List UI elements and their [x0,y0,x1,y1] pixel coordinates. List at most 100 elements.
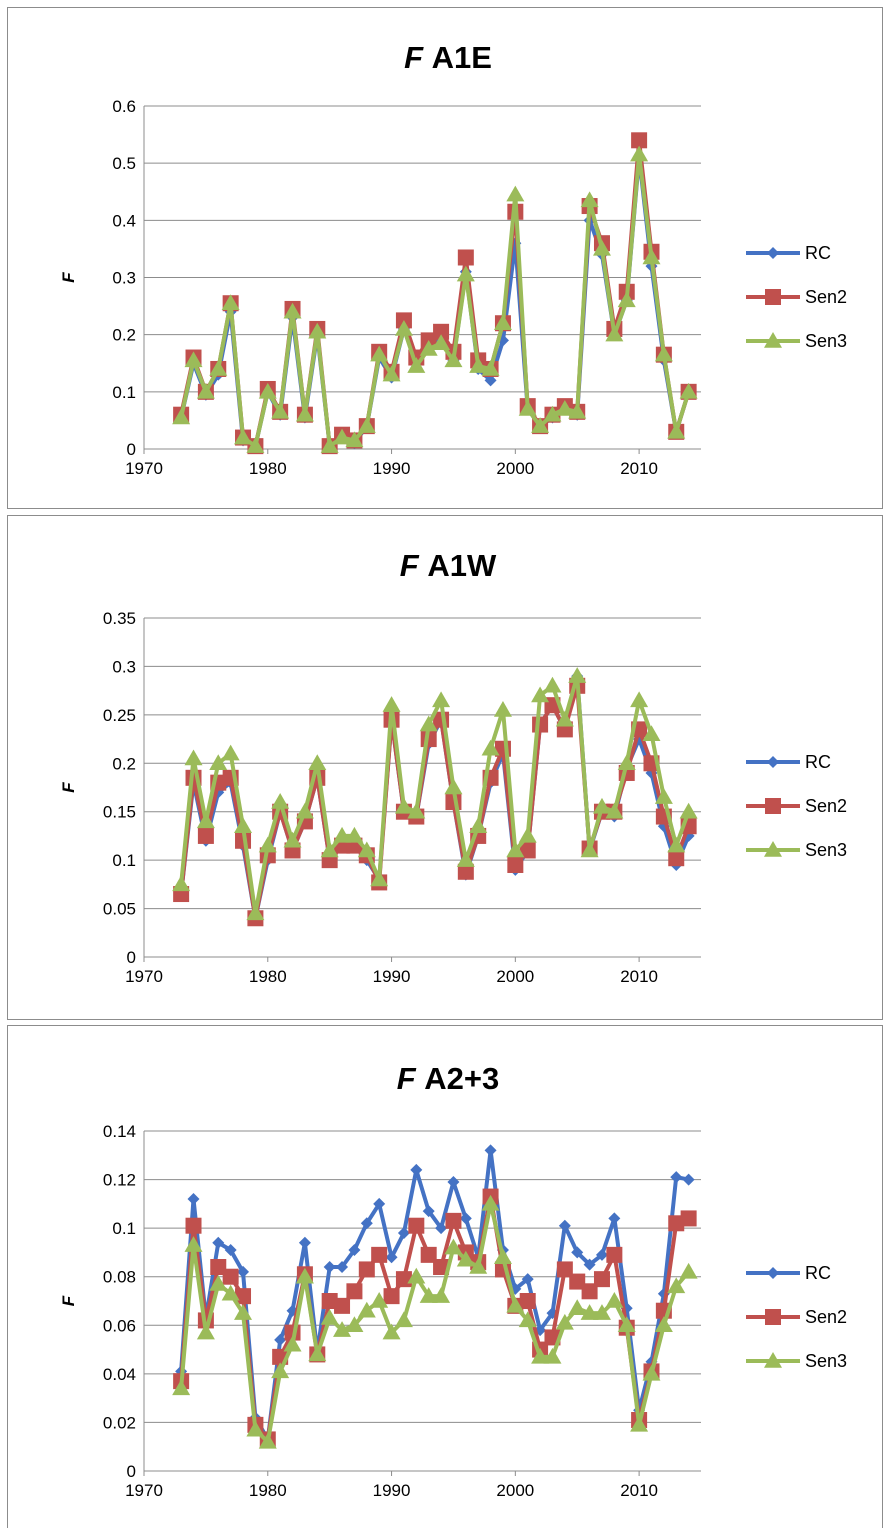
x-tick-label: 1980 [249,967,287,986]
marker-c1-s2-p1 [184,749,203,766]
marker-c2-s2-p16 [370,1292,389,1308]
marker-c1-sL-p0 [767,756,779,768]
marker-c2-s2-p21 [432,1287,451,1303]
marker-c0-s2-p38 [642,248,661,265]
marker-c2-s1-p22 [445,1212,462,1229]
marker-c2-s2-p23 [456,1250,475,1267]
marker-c0-s2-p15 [357,417,376,433]
marker-c0-s2-p34 [592,239,611,256]
marker-c2-s2-p5 [234,1304,253,1320]
marker-c0-s2-p6 [246,437,265,453]
marker-c2-s1-p32 [569,1273,586,1290]
x-tick-label: 1980 [249,459,287,478]
marker-c0-s2-p18 [394,319,413,336]
chart-title: F A2+3 [397,1061,500,1096]
y-tick-label: 0.1 [112,851,136,870]
marker-c2-s1-p21 [433,1259,450,1275]
marker-c2-s0-p3 [212,1236,225,1249]
marker-c0-s0-p25 [484,374,497,387]
marker-c2-s0-p31 [558,1219,571,1232]
chart-title-prefix: F [400,548,428,583]
marker-c1-s2-p34 [592,797,611,814]
legend-item-sen2: Sen2 [746,796,847,816]
marker-c1-s2-p24 [469,817,488,833]
marker-c2-s2-p39 [654,1316,673,1333]
x-tick-label: 1970 [125,1481,163,1500]
series-line-sen3 [179,1201,691,1444]
y-tick-label: 0.1 [112,383,136,402]
series-sen3 [172,667,698,921]
marker-c2-s0-p15 [360,1217,373,1230]
marker-c0-s2-p12 [320,437,339,453]
marker-c2-s0-p22 [447,1176,460,1188]
marker-c1-s2-p20 [419,715,438,732]
legend-label: Sen3 [805,840,847,860]
marker-c2-sL-p0 [767,1267,779,1279]
marker-c1-s2-p18 [394,797,413,814]
legend-label: RC [805,752,831,772]
marker-c2-s1-p13 [334,1297,351,1314]
y-tick-label: 0.05 [103,900,136,919]
marker-c2-s0-p12 [323,1261,336,1273]
marker-c2-s1-p17 [383,1288,400,1305]
x-tick-label: 2010 [620,459,658,478]
marker-c2-s0-p35 [608,1212,621,1225]
marker-c2-s0-p13 [336,1261,349,1273]
legend: RC Sen2 Sen3 [746,1263,847,1371]
x-tick-label: 2010 [620,967,658,986]
chart-title-text: A1E [432,40,492,75]
marker-c1-s1-p2 [197,827,214,844]
marker-c0-s2-p21 [432,334,451,350]
marker-c1-s2-p10 [295,802,314,819]
marker-c2-s1-p35 [606,1246,623,1263]
marker-c2-s0-p25 [484,1144,497,1157]
legend-label: Sen2 [805,1307,847,1327]
y-tick-label: 0 [127,948,136,967]
marker-c1-s2-p39 [654,788,673,804]
y-tick-label: 0.3 [112,657,136,676]
legend-label: Sen2 [805,287,847,307]
series-rc [175,151,695,453]
marker-c1-s2-p7 [258,836,277,853]
marker-c2-s1-p40 [668,1215,685,1232]
marker-c2-s2-p37 [630,1415,649,1432]
marker-c1-s2-p30 [543,676,562,693]
marker-c2-s0-p28 [521,1273,534,1286]
y-axis-label: F [59,782,78,793]
marker-c1-s2-p13 [333,826,352,843]
marker-c2-s2-p36 [617,1316,636,1333]
y-tick-label: 0.25 [103,706,136,725]
chart-title: F A1E [404,40,492,75]
marker-c2-s1-p20 [420,1246,437,1263]
series-sen3 [172,1194,698,1449]
marker-c1-s1-p40 [668,850,685,867]
marker-c0-s1-p23 [457,249,474,266]
x-tick-label: 1990 [373,967,411,986]
marker-c1-s1-p29 [532,716,549,733]
marker-c1-s2-p19 [407,802,426,819]
marker-c2-s0-p1 [187,1193,200,1205]
marker-c1-s2-p16 [370,870,389,887]
marker-c0-s2-p39 [654,345,673,362]
marker-c1-s2-p28 [518,826,537,843]
y-tick-label: 0.04 [103,1365,136,1384]
series-line-sen3 [179,152,691,449]
legend-item-sen2: Sen2 [746,287,847,307]
marker-c1-s2-p6 [246,904,265,921]
y-tick-label: 0 [127,440,136,459]
marker-c0-s2-p31 [555,399,574,416]
marker-c1-s2-p12 [320,841,339,858]
legend-item-sen3: Sen3 [746,331,847,351]
marker-c0-s2-p4 [221,294,240,310]
chart-a1w: F A1W 0 0.05 0.1 0.15 0.2 0.25 0.3 0.35 1970 1980 1… [59,548,847,986]
marker-c2-s2-p40 [667,1277,686,1294]
marker-c2-s2-p24 [469,1258,488,1274]
marker-c1-s2-p41 [679,802,698,819]
x-tick-label: 2000 [496,1481,534,1500]
marker-c0-s2-p26 [493,314,512,330]
marker-c2-s2-p9 [283,1335,302,1352]
marker-c1-s2-p33 [580,841,599,858]
legend-item-sen2: Sen2 [746,1307,847,1327]
marker-c2-s2-p22 [444,1238,463,1255]
marker-c2-s0-p34 [595,1248,608,1261]
